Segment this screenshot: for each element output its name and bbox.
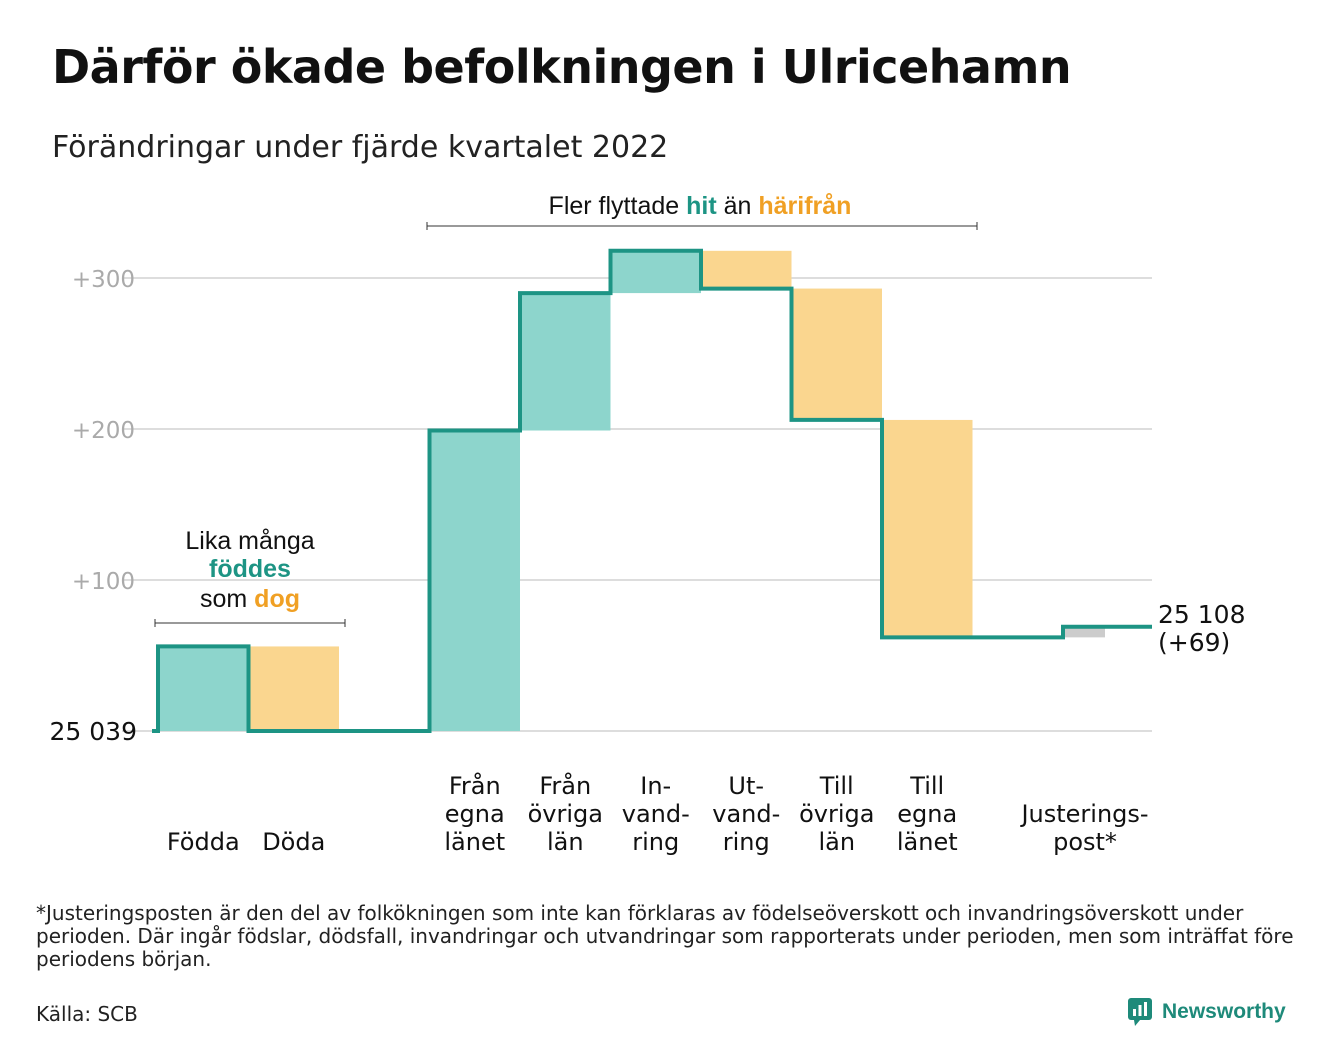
- hit-highlight: hit: [686, 192, 717, 220]
- category-label: post*: [1053, 828, 1117, 856]
- start-value-label: 25 039: [50, 717, 137, 746]
- waterfall-bar: [248, 646, 339, 731]
- waterfall-bar: [791, 288, 882, 420]
- category-label: länet: [897, 828, 958, 856]
- step-line-layer: [152, 248, 1152, 733]
- birth-annotation-line1: Lika många: [185, 527, 314, 555]
- waterfall-bar: [520, 293, 611, 431]
- birth-annotation-line2: föddes: [209, 555, 291, 583]
- birth-death-annotation: Lika många föddes som dog: [154, 527, 346, 627]
- category-label: ring: [632, 828, 679, 856]
- category-label: Justerings-: [1019, 800, 1148, 828]
- migration-annotation: Fler flyttade hit än härifrån: [426, 192, 978, 230]
- end-value-label: 25 108: [1158, 600, 1245, 629]
- category-label: ring: [723, 828, 770, 856]
- waterfall-bar: [1063, 626, 1105, 638]
- category-label: övriga: [799, 800, 874, 828]
- category-label: övriga: [528, 800, 603, 828]
- newsworthy-logo-icon: [1128, 998, 1152, 1026]
- category-label: län: [547, 828, 584, 856]
- category-label: Ut-: [728, 772, 764, 800]
- category-label: Födda: [167, 828, 240, 856]
- category-label: egna: [897, 800, 957, 828]
- waterfall-bar: [882, 419, 973, 638]
- category-label: vand-: [622, 800, 690, 828]
- chart-subtitle: Förändringar under fjärde kvartalet 2022: [52, 130, 669, 165]
- y-tick-label: +100: [72, 569, 135, 595]
- migration-annotation-text: Fler flyttade hit än härifrån: [549, 192, 852, 220]
- category-label: Från: [449, 771, 501, 800]
- category-label: vand-: [712, 800, 780, 828]
- category-label: Till: [909, 772, 944, 800]
- waterfall-bar: [701, 250, 792, 289]
- category-label: Från: [539, 771, 591, 800]
- waterfall-bar: [610, 250, 701, 294]
- footnote: *Justeringsposten är den del av folkökni…: [36, 901, 1294, 971]
- category-label: egna: [445, 800, 505, 828]
- category-label: Döda: [262, 828, 325, 856]
- chart-title: Därför ökade befolkningen i Ulricehamn: [52, 40, 1072, 94]
- harifran-highlight: härifrån: [758, 192, 851, 220]
- brand-logo[interactable]: Newsworthy: [1128, 998, 1286, 1026]
- category-label: Till: [819, 772, 854, 800]
- end-change-label: (+69): [1158, 628, 1230, 657]
- source-label: Källa: SCB: [36, 1002, 138, 1026]
- bar-layer: [158, 250, 1105, 731]
- brand-name: Newsworthy: [1162, 1000, 1286, 1023]
- category-label: In-: [640, 772, 671, 800]
- waterfall-bar: [158, 646, 249, 731]
- waterfall-bar: [429, 430, 520, 731]
- category-label: län: [818, 828, 855, 856]
- category-label: länet: [444, 828, 505, 856]
- birth-annotation-line3: som dog: [200, 585, 300, 613]
- y-tick-label: +200: [72, 418, 135, 444]
- cumulative-step-line: [152, 248, 1152, 733]
- y-tick-label: +300: [72, 267, 135, 293]
- dog-highlight: dog: [254, 585, 300, 613]
